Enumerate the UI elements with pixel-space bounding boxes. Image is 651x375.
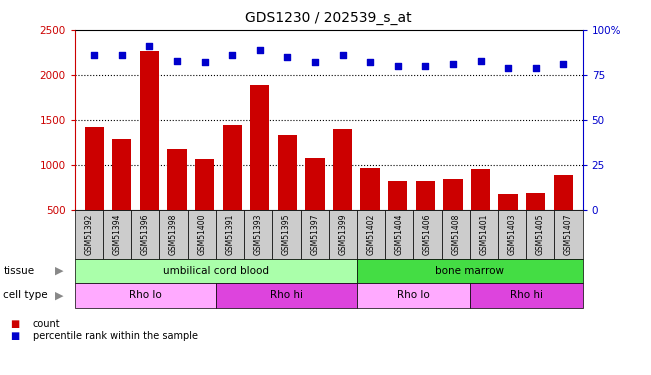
Point [558, 61, 568, 67]
Bar [499, 194, 518, 210]
Point [117, 52, 127, 58]
Bar [471, 169, 490, 210]
Point [172, 58, 182, 64]
Bar [112, 139, 132, 210]
Text: Rho hi: Rho hi [270, 290, 303, 300]
Text: GDS1230 / 202539_s_at: GDS1230 / 202539_s_at [245, 11, 412, 25]
Text: count: count [33, 320, 60, 329]
Text: ■: ■ [10, 320, 19, 329]
Point [365, 59, 376, 65]
Text: percentile rank within the sample: percentile rank within the sample [33, 331, 197, 340]
Text: ▶: ▶ [55, 266, 64, 276]
Point [89, 52, 100, 58]
Bar [553, 175, 573, 210]
Text: GSM51392: GSM51392 [85, 214, 94, 255]
Bar [278, 135, 297, 210]
Point [448, 61, 458, 67]
Text: GSM51396: GSM51396 [141, 214, 150, 255]
Bar [167, 149, 187, 210]
Text: tissue: tissue [3, 266, 35, 276]
Bar [250, 85, 270, 210]
Text: ■: ■ [10, 331, 19, 340]
Point [531, 65, 541, 71]
Point [282, 54, 292, 60]
Text: GSM51395: GSM51395 [282, 214, 291, 255]
Text: GSM51400: GSM51400 [197, 214, 206, 255]
Text: GSM51406: GSM51406 [423, 214, 432, 255]
Point [255, 47, 265, 53]
Point [144, 43, 154, 49]
Text: GSM51394: GSM51394 [113, 214, 122, 255]
Bar [388, 181, 408, 210]
Bar [333, 129, 352, 210]
Bar [305, 158, 325, 210]
Bar [223, 124, 242, 210]
Text: Rho lo: Rho lo [129, 290, 161, 300]
Text: ▶: ▶ [55, 290, 64, 300]
Point [420, 63, 430, 69]
Text: Rho lo: Rho lo [397, 290, 430, 300]
Text: GSM51402: GSM51402 [367, 214, 376, 255]
Bar [85, 127, 104, 210]
Text: GSM51399: GSM51399 [339, 214, 348, 255]
Text: GSM51408: GSM51408 [451, 214, 460, 255]
Bar [195, 159, 214, 210]
Point [199, 59, 210, 65]
Text: GSM51405: GSM51405 [536, 214, 545, 255]
Text: Rho hi: Rho hi [510, 290, 543, 300]
Point [310, 59, 320, 65]
Text: GSM51398: GSM51398 [169, 214, 178, 255]
Point [393, 63, 403, 69]
Text: umbilical cord blood: umbilical cord blood [163, 266, 269, 276]
Point [227, 52, 238, 58]
Text: GSM51404: GSM51404 [395, 214, 404, 255]
Text: GSM51401: GSM51401 [479, 214, 488, 255]
Bar [443, 178, 463, 210]
Bar [140, 51, 159, 210]
Bar [361, 168, 380, 210]
Point [337, 52, 348, 58]
Text: GSM51407: GSM51407 [564, 214, 573, 255]
Bar [526, 193, 546, 210]
Point [503, 65, 514, 71]
Text: cell type: cell type [3, 290, 48, 300]
Text: GSM51403: GSM51403 [508, 214, 517, 255]
Point [475, 58, 486, 64]
Text: bone marrow: bone marrow [436, 266, 505, 276]
Text: GSM51393: GSM51393 [254, 214, 263, 255]
Text: GSM51391: GSM51391 [225, 214, 234, 255]
Bar [416, 181, 435, 210]
Text: GSM51397: GSM51397 [310, 214, 319, 255]
